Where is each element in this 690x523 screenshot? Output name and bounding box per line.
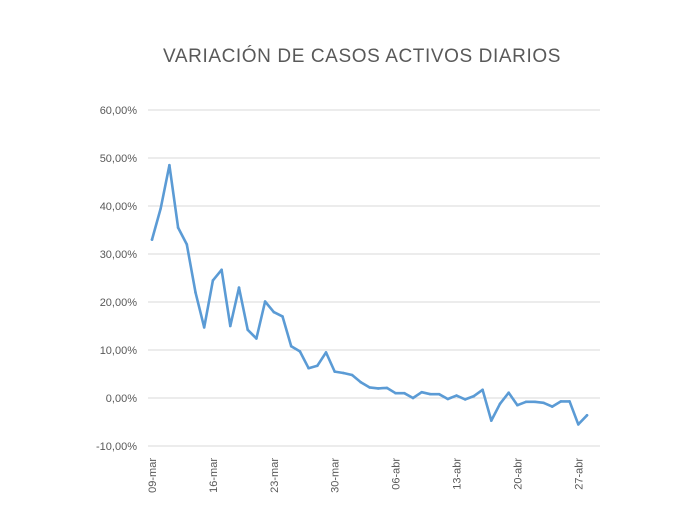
data-point (359, 380, 363, 384)
data-point (324, 351, 328, 354)
x-tick-label: 09-mar (147, 458, 159, 493)
gridlines (148, 109, 600, 447)
data-point (516, 403, 519, 407)
data-point (490, 419, 493, 422)
data-point (150, 238, 154, 241)
data-point (272, 310, 276, 314)
data-point (237, 286, 241, 289)
data-point (368, 386, 371, 389)
y-tick-label: 10,00% (100, 345, 138, 357)
y-axis-ticks: 60,00% 50,00% 40,00% 30,00% 20,00% 10,00% 0,00… (96, 105, 137, 453)
x-tick-label: 06-abr (391, 458, 403, 490)
data-point (246, 328, 249, 332)
data-point (194, 291, 197, 294)
data-point (507, 391, 511, 395)
y-tick-label: 40,00% (100, 201, 138, 213)
y-tick-label: 0,00% (106, 393, 137, 405)
data-point (185, 243, 189, 246)
data-point (403, 391, 406, 395)
data-point (307, 366, 310, 370)
data-point (220, 268, 223, 272)
data-point (437, 392, 441, 396)
data-point (577, 423, 580, 426)
data-point (255, 337, 258, 340)
data-point (202, 326, 206, 329)
data-point (463, 398, 467, 401)
x-tick-label: 30-mar (330, 458, 342, 493)
data-point (376, 387, 380, 390)
data-point (524, 400, 528, 404)
data-point (429, 392, 432, 396)
y-tick-label: 50,00% (100, 153, 138, 165)
x-tick-label: 16-mar (208, 458, 220, 493)
data-point (550, 405, 554, 408)
data-point (281, 315, 284, 318)
data-point (420, 390, 424, 394)
data-point (411, 396, 415, 400)
data-point (472, 394, 476, 398)
data-point (568, 400, 571, 403)
data-point (455, 394, 458, 397)
x-tick-label: 27-abr (573, 458, 585, 490)
x-axis-ticks: 09-mar 16-mar 23-mar 30-mar 06-abr 13-abr 20-a… (147, 458, 585, 493)
data-point (333, 370, 337, 373)
data-point (289, 344, 293, 348)
data-point (176, 226, 180, 229)
data-point (394, 391, 397, 395)
data-point (211, 279, 215, 282)
chart-title: VARIACIÓN DE CASOS ACTIVOS DIARIOS (163, 45, 561, 67)
data-point (263, 300, 267, 303)
data-point (168, 163, 171, 167)
x-tick-label: 23-mar (269, 458, 281, 493)
y-tick-label: 20,00% (100, 297, 138, 309)
data-point (316, 364, 319, 368)
data-point (542, 401, 545, 405)
data-point (585, 414, 589, 417)
series-line (150, 163, 589, 426)
data-point (533, 400, 537, 404)
data-point (385, 386, 389, 390)
data-point (481, 388, 484, 392)
y-tick-label: 60,00% (100, 105, 138, 117)
data-point (446, 397, 450, 401)
x-tick-label: 20-abr (512, 458, 524, 490)
data-point (229, 324, 232, 328)
y-tick-label: -10,00% (96, 441, 137, 453)
y-tick-label: 30,00% (100, 249, 138, 261)
data-point (559, 400, 563, 403)
data-point (298, 350, 302, 353)
data-point (159, 207, 162, 210)
data-point (498, 402, 502, 406)
series-layer (150, 163, 589, 426)
x-tick-label: 13-abr (452, 458, 464, 490)
data-point (342, 371, 345, 375)
data-point (350, 373, 354, 377)
